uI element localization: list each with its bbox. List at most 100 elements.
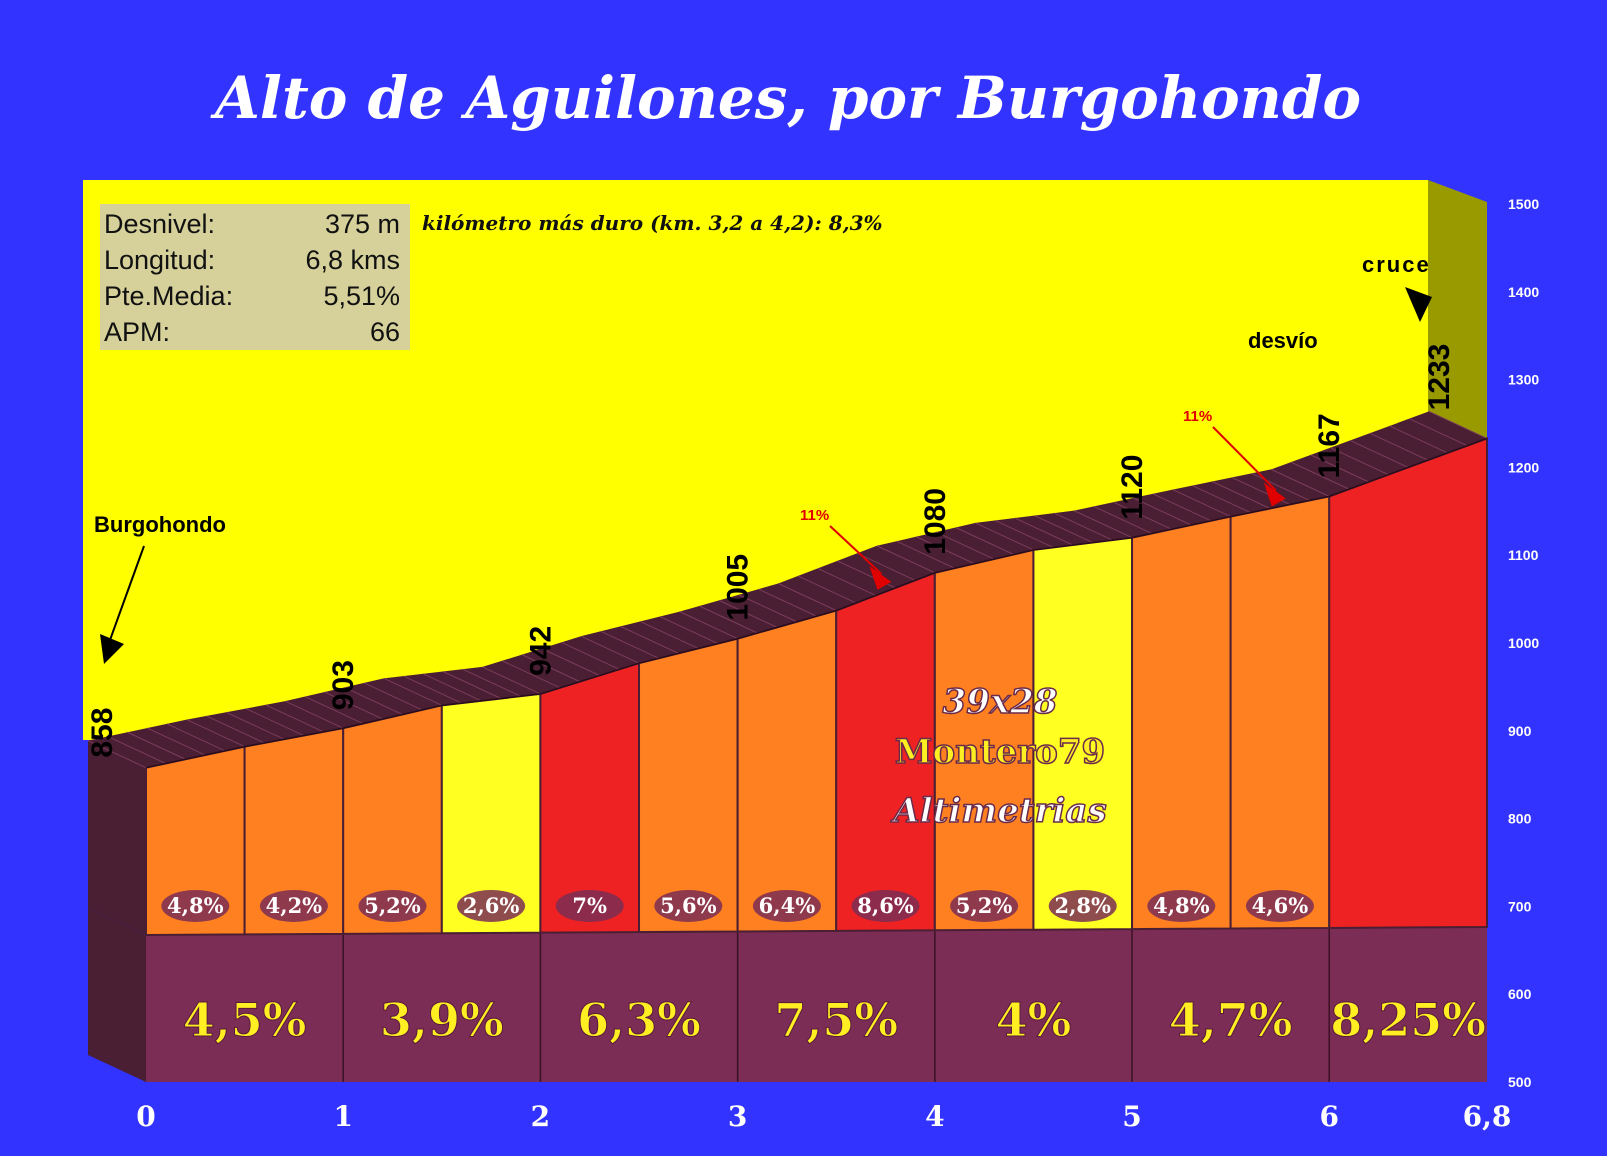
road-hatch <box>462 668 521 697</box>
steep-mark-label: 11% <box>800 507 829 524</box>
stat-label-1: Longitud: <box>104 245 215 275</box>
steep-mark-line <box>829 525 883 575</box>
km-gradient-label: 8,25% <box>1330 993 1486 1047</box>
km-gradient-label: 4% <box>996 993 1072 1047</box>
gradient-label-bg <box>457 890 526 922</box>
gradient-columns <box>145 436 1488 937</box>
road-hatch <box>245 708 304 736</box>
road-hatch <box>107 736 166 764</box>
road-hatch <box>1054 512 1113 541</box>
road-hatch <box>1428 410 1488 439</box>
road-front-edge <box>145 437 1488 769</box>
road-hatch <box>620 625 679 654</box>
gradient-label: 8,6% <box>857 893 914 918</box>
gradient-column <box>736 609 838 933</box>
road-hatch <box>324 691 383 720</box>
place-label-detour: desvío <box>1248 328 1318 353</box>
road-hatch <box>1152 493 1212 522</box>
credit-author: Montero79 <box>895 732 1105 772</box>
road-hatch <box>423 673 482 702</box>
profile-side-face <box>88 740 146 935</box>
elevation-label: 1080 <box>919 488 952 555</box>
road-hatch <box>1251 472 1310 501</box>
road-hatch <box>817 567 876 596</box>
road-hatch <box>975 522 1034 551</box>
road-hatch <box>1113 501 1172 530</box>
road-hatch <box>679 611 738 640</box>
y-tick-label: 1100 <box>1508 547 1539 563</box>
road-hatch <box>284 700 344 729</box>
km-gradient-label: 3,9% <box>380 993 504 1047</box>
stat-value-2: 5,51% <box>323 281 400 311</box>
road-hatch <box>403 675 462 704</box>
gradient-column <box>1131 515 1232 931</box>
x-tick-label: 6 <box>1319 1100 1338 1133</box>
gradient-label-bg <box>1147 890 1216 922</box>
road-hatch <box>442 671 502 699</box>
road-hatch <box>1290 461 1350 490</box>
road-hatch <box>541 648 600 676</box>
road-hatch <box>1310 454 1369 483</box>
base-front-face <box>146 927 1487 1082</box>
km-gradient-label: 7,5% <box>774 993 898 1047</box>
road-hatch <box>896 540 955 569</box>
chart-title: Alto de Aguilones, por Burgohondo <box>210 64 1361 132</box>
road-hatch <box>482 666 541 695</box>
road-hatch <box>639 620 699 649</box>
gradient-label-bg <box>1245 890 1314 922</box>
road-hatch <box>758 588 817 617</box>
stat-value-1: 6,8 kms <box>305 245 400 275</box>
stat-label-0: Desnivel: <box>104 209 215 239</box>
road-surface <box>88 411 1487 768</box>
road-hatch <box>304 696 364 725</box>
road-hatch <box>206 715 265 744</box>
road-hatch <box>778 583 837 611</box>
road-hatch <box>1172 489 1231 518</box>
road-hatch <box>580 635 640 664</box>
road-hatch <box>146 727 206 756</box>
steep-mark-arrow <box>869 565 892 590</box>
x-tick-label: 5 <box>1122 1100 1141 1133</box>
road-hatch <box>166 723 226 752</box>
x-tick-label: 1 <box>333 1100 352 1133</box>
road-hatch <box>225 711 285 740</box>
elevation-label: 1005 <box>722 554 755 621</box>
elevation-label: 903 <box>327 660 360 710</box>
x-tick-label: 4 <box>925 1100 944 1133</box>
road-hatch <box>916 536 975 565</box>
gradient-label: 5,2% <box>364 893 421 918</box>
x-tick-label: 2 <box>531 1100 550 1133</box>
road-hatch <box>797 575 857 604</box>
y-tick-label: 1500 <box>1508 196 1539 212</box>
gradient-label-bg <box>752 890 821 922</box>
y-tick-label: 1200 <box>1508 459 1539 475</box>
elevation-label: 1167 <box>1313 413 1346 478</box>
road-hatch <box>383 677 443 706</box>
y-tick-label: 500 <box>1508 1074 1532 1090</box>
gradient-label: 7% <box>572 893 607 918</box>
road-hatch <box>1330 447 1389 476</box>
road-hatch <box>718 599 778 628</box>
y-tick-label: 700 <box>1508 898 1532 914</box>
gradient-label: 4,2% <box>266 893 323 918</box>
gradient-label: 4,8% <box>1153 893 1210 918</box>
road-band <box>87 410 1488 769</box>
x-tick-label: 0 <box>136 1100 155 1133</box>
gradient-label: 2,6% <box>463 893 520 918</box>
stat-label-2: Pte.Media: <box>104 281 233 311</box>
road-hatch <box>1409 418 1468 447</box>
steep-mark-arrow <box>1263 482 1286 507</box>
road-hatch <box>659 616 719 644</box>
road-hatch <box>1192 485 1251 513</box>
gradient-label-bg <box>950 890 1019 922</box>
road-hatch <box>738 594 797 623</box>
km-gradient-label: 4,5% <box>183 993 307 1047</box>
gradient-label-bg <box>1048 890 1117 922</box>
road-hatch <box>1211 481 1271 509</box>
road-hatch <box>935 531 995 560</box>
road-hatch <box>856 552 916 581</box>
base-side-face <box>88 908 146 1082</box>
road-hatch <box>600 630 659 659</box>
steep-mark-label: 11% <box>1183 408 1212 425</box>
road-hatch <box>186 719 245 748</box>
